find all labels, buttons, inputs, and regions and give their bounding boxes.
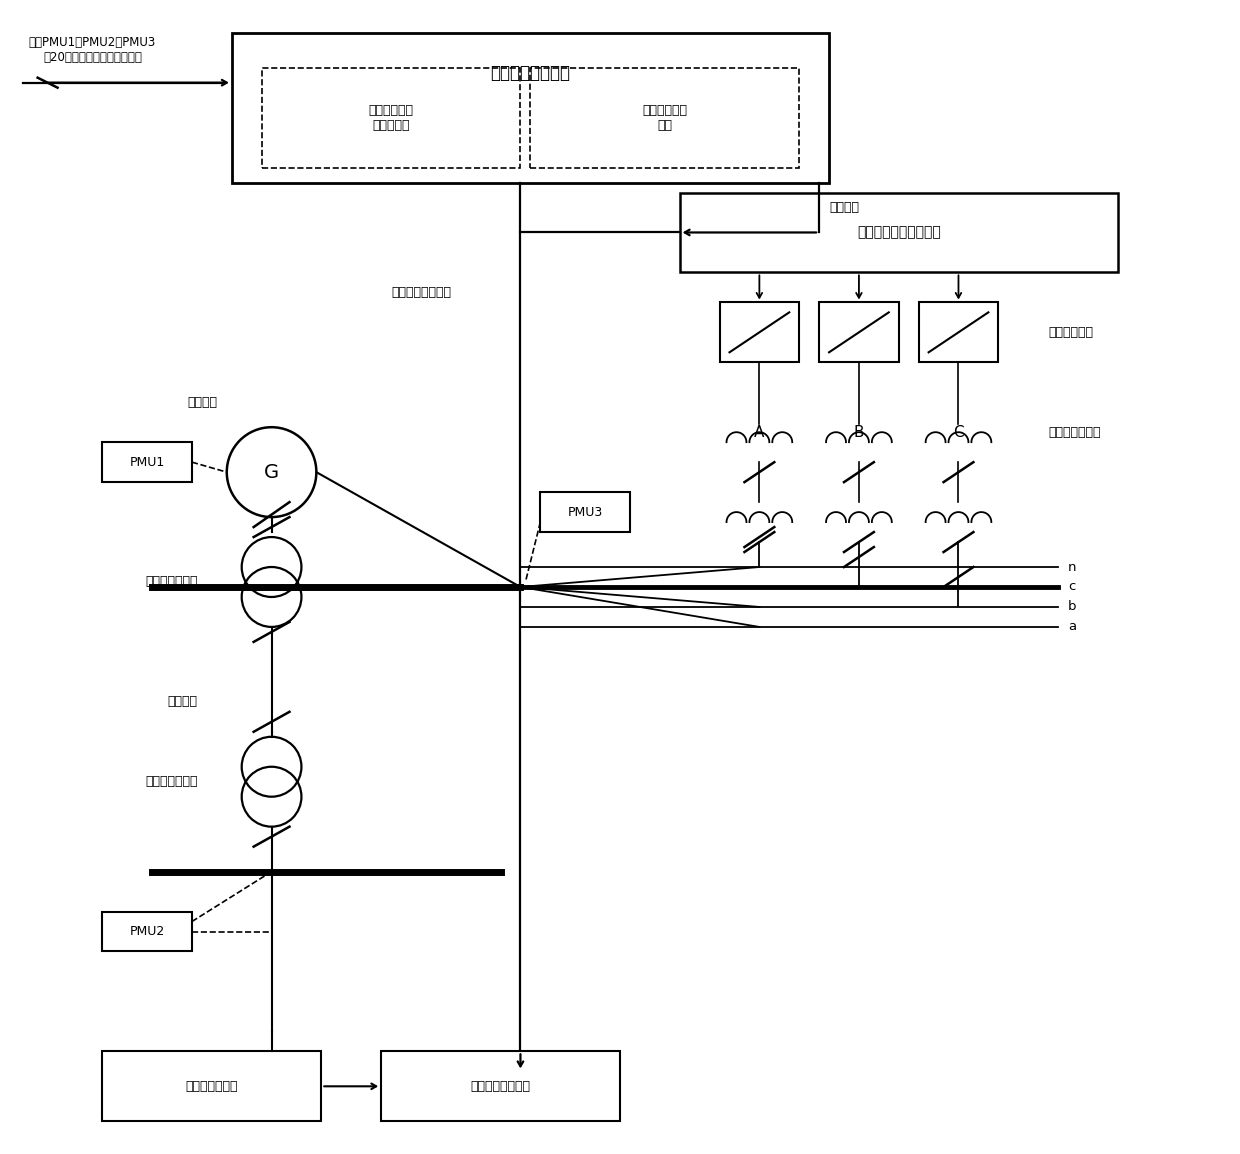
- FancyBboxPatch shape: [919, 302, 998, 362]
- Text: 用户负荷控制系统: 用户负荷控制系统: [470, 1080, 531, 1093]
- Text: 用户负荷不对
称告警系统: 用户负荷不对 称告警系统: [368, 104, 413, 132]
- Text: c: c: [1068, 580, 1075, 593]
- FancyBboxPatch shape: [531, 68, 800, 167]
- Text: a: a: [1068, 621, 1076, 634]
- Text: 控制指令: 控制指令: [830, 201, 859, 213]
- Text: 三相升压变压器: 三相升压变压器: [146, 576, 198, 589]
- Text: 来自PMU1，PMU2和PMU3: 来自PMU1，PMU2和PMU3: [29, 36, 156, 50]
- FancyBboxPatch shape: [541, 492, 630, 532]
- FancyBboxPatch shape: [103, 912, 192, 952]
- Text: B: B: [853, 425, 864, 440]
- FancyBboxPatch shape: [262, 68, 521, 167]
- Text: 输电线路: 输电线路: [167, 696, 197, 709]
- FancyBboxPatch shape: [381, 1051, 620, 1122]
- Text: PMU1: PMU1: [129, 456, 165, 469]
- Text: 单相可调电阶: 单相可调电阶: [1048, 325, 1094, 339]
- Text: 的20毫秒级高速同步测量信息: 的20毫秒级高速同步测量信息: [43, 51, 141, 65]
- Text: n: n: [1068, 561, 1076, 574]
- Text: b: b: [1068, 600, 1076, 614]
- FancyBboxPatch shape: [820, 302, 899, 362]
- Text: G: G: [264, 463, 279, 481]
- Text: 平衡电阶就地控制系统: 平衡电阶就地控制系统: [857, 225, 941, 240]
- Text: PMU2: PMU2: [129, 926, 165, 938]
- Text: 用户负荷调节建议: 用户负荷调节建议: [391, 286, 451, 299]
- FancyBboxPatch shape: [232, 32, 830, 182]
- Text: 单相降压变压器: 单相降压变压器: [1048, 426, 1101, 439]
- Text: A: A: [754, 425, 765, 440]
- Text: 平衡电阶控制
系统: 平衡电阶控制 系统: [642, 104, 687, 132]
- Text: C: C: [954, 425, 963, 440]
- FancyBboxPatch shape: [103, 442, 192, 482]
- Text: PMU3: PMU3: [568, 505, 603, 518]
- FancyBboxPatch shape: [680, 193, 1117, 272]
- FancyBboxPatch shape: [103, 1051, 321, 1122]
- Text: 三相降压变压器: 三相降压变压器: [146, 775, 198, 788]
- FancyBboxPatch shape: [719, 302, 800, 362]
- Text: 调度控制中心主站: 调度控制中心主站: [490, 63, 570, 82]
- Text: 用户不对称负荷: 用户不对称负荷: [186, 1080, 238, 1093]
- Text: 发电机组: 发电机组: [187, 396, 217, 409]
